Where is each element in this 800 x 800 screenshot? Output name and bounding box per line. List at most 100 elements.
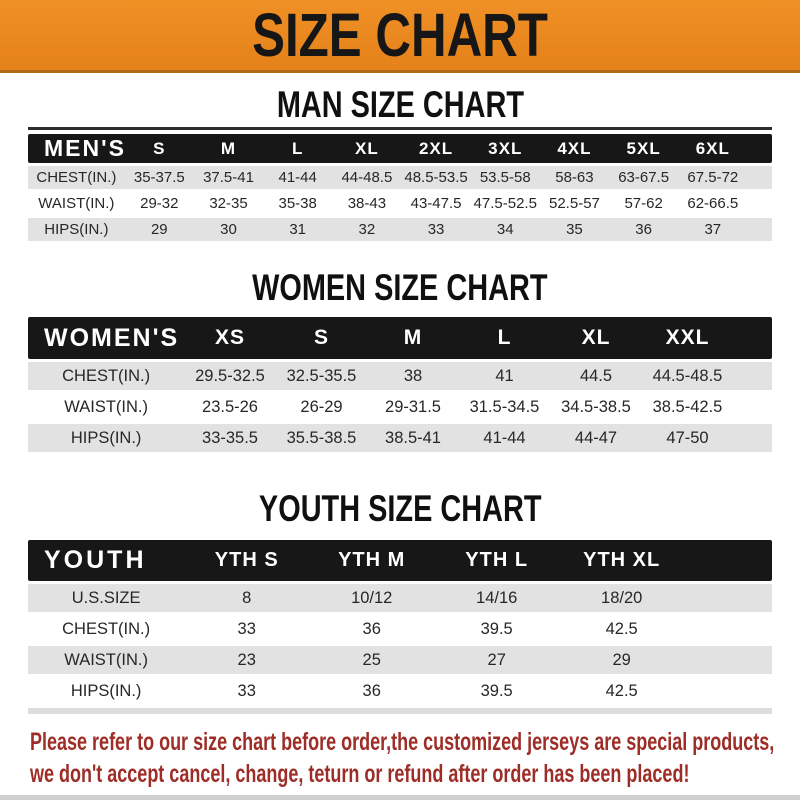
size-value-cell: 48.5-53.5 — [401, 166, 471, 189]
column-header: S — [124, 134, 194, 163]
table-row: HIPS(IN.) 33-35.5 35.5-38.5 38.5-41 41-44 44-… — [28, 424, 772, 452]
size-value-cell: 35-38 — [263, 192, 333, 215]
spacer-cell — [684, 540, 772, 581]
row-label: WAIST(IN.) — [28, 646, 185, 674]
spacer-cell — [733, 424, 772, 452]
table-corner-label: WOMEN'S — [28, 317, 185, 359]
women-size-chart-section: WOMEN SIZE CHART WOMEN'S XS S M L XL XXL CHEST(I… — [0, 267, 800, 455]
size-value-cell: 29-31.5 — [367, 393, 459, 421]
column-header: XS — [184, 317, 276, 359]
size-value-cell: 42.5 — [559, 677, 685, 705]
youth-size-chart-section: YOUTH SIZE CHART YOUTH YTH S YTH M YTH L YTH … — [0, 488, 800, 714]
table-row: U.S.SIZE 8 10/12 14/16 18/20 — [28, 584, 772, 612]
size-value-cell: 37.5-41 — [193, 166, 264, 189]
disclaimer-line-1: Please refer to our size chart before or… — [30, 726, 800, 758]
spacer-cell — [747, 218, 772, 241]
row-label: CHEST(IN.) — [28, 362, 185, 390]
size-value-cell: 39.5 — [434, 615, 560, 643]
column-header: YTH S — [184, 540, 310, 581]
table-row: WAIST(IN.) 29-32 32-35 35-38 38-43 43-47.5 47.… — [28, 192, 772, 215]
size-value-cell: 33-35.5 — [184, 424, 276, 452]
row-label: U.S.SIZE — [28, 584, 185, 612]
size-value-cell: 8 — [184, 584, 310, 612]
size-value-cell: 43-47.5 — [401, 192, 471, 215]
size-value-cell: 37 — [678, 218, 748, 241]
column-header: M — [367, 317, 459, 359]
table-row: CHEST(IN.) 29.5-32.5 32.5-35.5 38 41 44.5 44.5… — [28, 362, 772, 390]
page-bottom-strip — [0, 795, 800, 800]
size-value-cell: 29-32 — [124, 192, 194, 215]
women-size-chart-table: WOMEN'S XS S M L XL XXL CHEST(IN.) 29.5-32.5 32.5… — [28, 314, 772, 455]
size-value-cell: 33 — [401, 218, 471, 241]
size-value-cell: 44-48.5 — [332, 166, 402, 189]
women-size-chart-title-text: WOMEN SIZE CHART — [252, 267, 548, 309]
size-value-cell: 10/12 — [309, 584, 435, 612]
disclaimer-line-2: we don't accept cancel, change, teturn o… — [30, 758, 800, 790]
column-header: YTH M — [309, 540, 435, 581]
column-header: 5XL — [609, 134, 679, 163]
size-value-cell: 29 — [559, 646, 685, 674]
column-header: S — [275, 317, 368, 359]
table-header-row: YOUTH YTH S YTH M YTH L YTH XL — [28, 540, 772, 581]
table-row: HIPS(IN.) 29 30 31 32 33 34 35 36 37 — [28, 218, 772, 241]
size-chart-banner: SIZE CHART — [0, 0, 800, 73]
size-value-cell: 27 — [434, 646, 560, 674]
size-value-cell: 41-44 — [458, 424, 551, 452]
column-header: L — [263, 134, 333, 163]
column-header: YTH L — [434, 540, 560, 581]
size-value-cell: 35.5-38.5 — [275, 424, 368, 452]
size-value-cell: 38 — [367, 362, 459, 390]
size-value-cell: 34.5-38.5 — [550, 393, 642, 421]
man-size-chart-section: MAN SIZE CHART MEN'S S M L XL 2XL 3XL 4XL 5XL 6XL C… — [0, 84, 800, 244]
size-value-cell: 44-47 — [550, 424, 642, 452]
size-value-cell: 31 — [263, 218, 333, 241]
column-header: L — [458, 317, 551, 359]
size-value-cell: 30 — [193, 218, 264, 241]
man-size-chart-title-text: MAN SIZE CHART — [276, 84, 524, 126]
spacer-cell — [747, 134, 772, 163]
size-value-cell: 42.5 — [559, 615, 685, 643]
table-header-row: WOMEN'S XS S M L XL XXL — [28, 317, 772, 359]
size-value-cell: 58-63 — [539, 166, 610, 189]
size-value-cell: 47.5-52.5 — [470, 192, 540, 215]
size-value-cell: 14/16 — [434, 584, 560, 612]
table-corner-label: YOUTH — [28, 540, 185, 581]
size-value-cell: 32.5-35.5 — [275, 362, 368, 390]
column-header: YTH XL — [559, 540, 685, 581]
youth-size-chart-table: YOUTH YTH S YTH M YTH L YTH XL U.S.SIZE 8 10/12… — [28, 537, 772, 708]
size-value-cell: 36 — [309, 677, 435, 705]
row-label: HIPS(IN.) — [28, 424, 185, 452]
size-value-cell: 47-50 — [641, 424, 734, 452]
youth-size-chart-title-text: YOUTH SIZE CHART — [258, 488, 542, 530]
spacer-cell — [733, 317, 772, 359]
row-label: CHEST(IN.) — [28, 615, 185, 643]
table-row: CHEST(IN.) 33 36 39.5 42.5 — [28, 615, 772, 643]
size-value-cell: 63-67.5 — [609, 166, 679, 189]
size-value-cell: 32-35 — [193, 192, 264, 215]
size-value-cell: 38-43 — [332, 192, 402, 215]
row-label: WAIST(IN.) — [28, 393, 185, 421]
row-label: WAIST(IN.) — [28, 192, 125, 215]
size-value-cell: 29 — [124, 218, 194, 241]
column-header: 6XL — [678, 134, 748, 163]
spacer-cell — [733, 393, 772, 421]
size-value-cell: 52.5-57 — [539, 192, 610, 215]
column-header: 3XL — [470, 134, 540, 163]
row-label: CHEST(IN.) — [28, 166, 125, 189]
size-value-cell: 38.5-42.5 — [641, 393, 734, 421]
row-label: HIPS(IN.) — [28, 677, 185, 705]
disclaimer-line-2-text: we don't accept cancel, change, teturn o… — [30, 760, 690, 788]
size-value-cell: 36 — [609, 218, 679, 241]
size-value-cell: 38.5-41 — [367, 424, 459, 452]
size-value-cell: 35-37.5 — [124, 166, 194, 189]
spacer-cell — [684, 584, 772, 612]
size-value-cell: 29.5-32.5 — [184, 362, 276, 390]
table-row: WAIST(IN.) 23 25 27 29 — [28, 646, 772, 674]
size-value-cell: 35 — [539, 218, 610, 241]
spacer-cell — [684, 615, 772, 643]
column-header: M — [193, 134, 264, 163]
size-value-cell: 26-29 — [275, 393, 368, 421]
size-value-cell: 23.5-26 — [184, 393, 276, 421]
youth-size-chart-title: YOUTH SIZE CHART — [0, 488, 800, 530]
man-size-chart-table: MEN'S S M L XL 2XL 3XL 4XL 5XL 6XL CHEST(IN.) 35-37… — [28, 131, 772, 244]
